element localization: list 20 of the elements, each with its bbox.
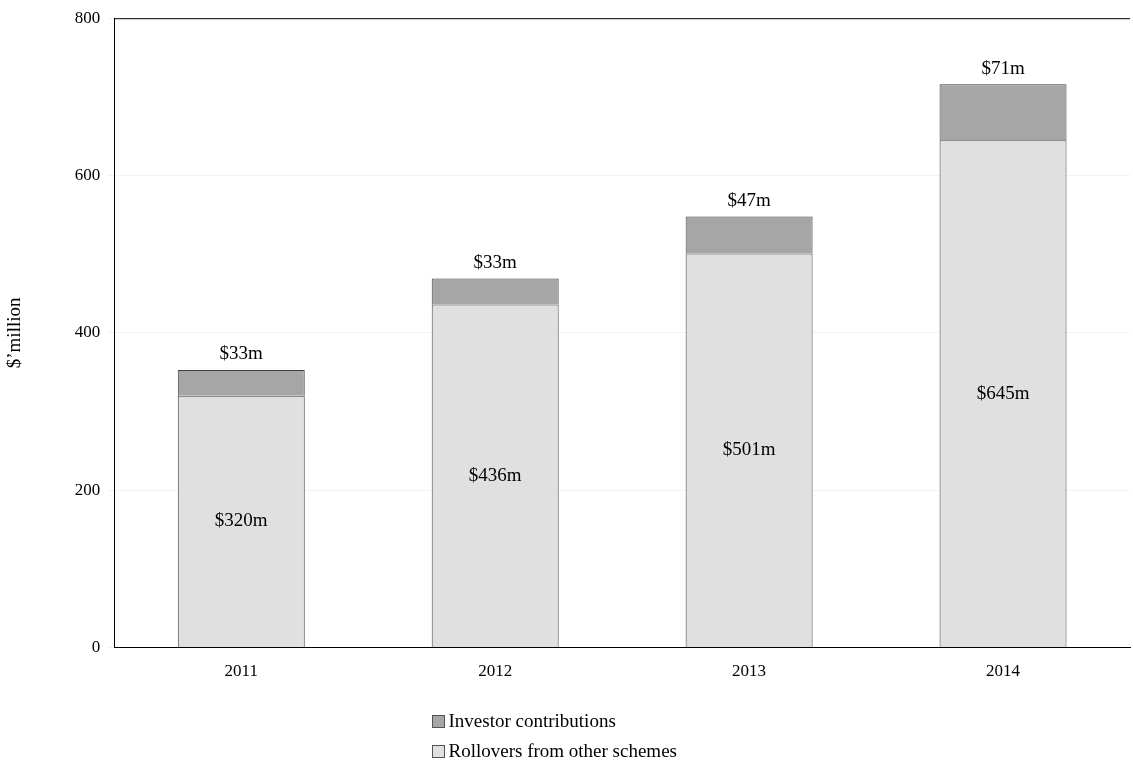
data-label: $33m (473, 251, 518, 273)
x-tick-label: 2014 (986, 661, 1021, 681)
legend-label: Rollovers from other schemes (448, 740, 677, 762)
x-tick-label: 2011 (224, 661, 258, 681)
x-tick-label: 2012 (478, 661, 513, 681)
data-label: $47m (727, 188, 771, 210)
data-label: $33m (219, 342, 264, 364)
y-tick-label: 800 (74, 7, 101, 27)
data-label: $71m (981, 56, 1025, 78)
data-label: $436m (468, 463, 522, 485)
legend-label: Investor contributions (448, 710, 616, 732)
y-tick-label: 400 (74, 322, 101, 342)
y-axis-title: $’million (3, 297, 25, 369)
data-label: $320m (214, 509, 268, 531)
data-label: $645m (976, 381, 1030, 403)
x-tick-label: 2013 (732, 661, 767, 681)
y-tick-label: 600 (74, 165, 101, 185)
data-label: $501m (722, 438, 776, 460)
y-tick-label: 200 (74, 479, 101, 499)
y-tick-label: 0 (91, 637, 101, 657)
